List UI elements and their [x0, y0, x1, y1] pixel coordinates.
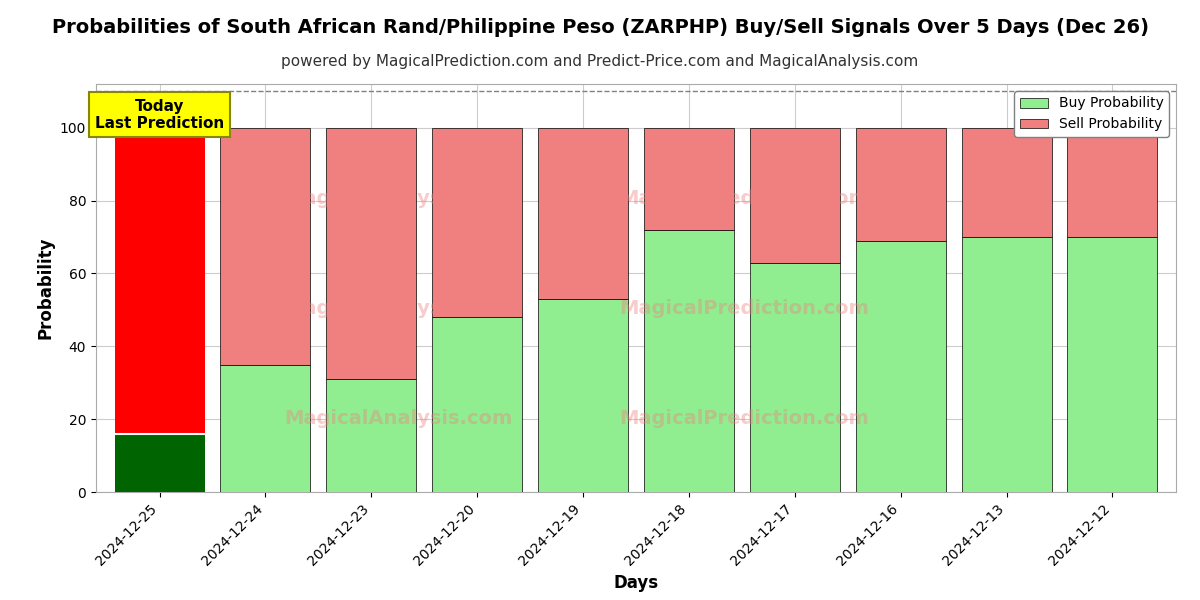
Bar: [750, 263, 840, 492]
Bar: [326, 379, 416, 492]
Bar: [856, 241, 946, 492]
Bar: [432, 128, 522, 317]
Text: MagicalAnalysis.com: MagicalAnalysis.com: [284, 189, 512, 208]
Text: MagicalAnalysis.com: MagicalAnalysis.com: [284, 409, 512, 428]
Bar: [114, 434, 204, 492]
X-axis label: Days: Days: [613, 574, 659, 592]
Text: MagicalPrediction.com: MagicalPrediction.com: [619, 299, 869, 318]
Bar: [856, 128, 946, 241]
Bar: [221, 128, 311, 364]
Bar: [114, 128, 204, 434]
Text: MagicalAnalysis.com: MagicalAnalysis.com: [284, 299, 512, 318]
Bar: [538, 128, 628, 299]
Bar: [538, 299, 628, 492]
Legend: Buy Probability, Sell Probability: Buy Probability, Sell Probability: [1014, 91, 1169, 137]
Text: MagicalPrediction.com: MagicalPrediction.com: [619, 189, 869, 208]
Bar: [221, 364, 311, 492]
Bar: [326, 128, 416, 379]
Text: Probabilities of South African Rand/Philippine Peso (ZARPHP) Buy/Sell Signals Ov: Probabilities of South African Rand/Phil…: [52, 18, 1148, 37]
Text: powered by MagicalPrediction.com and Predict-Price.com and MagicalAnalysis.com: powered by MagicalPrediction.com and Pre…: [281, 54, 919, 69]
Bar: [750, 128, 840, 263]
Bar: [1068, 237, 1158, 492]
Bar: [644, 128, 734, 230]
Bar: [432, 317, 522, 492]
Bar: [644, 230, 734, 492]
Y-axis label: Probability: Probability: [36, 237, 54, 339]
Bar: [961, 128, 1051, 237]
Text: Today
Last Prediction: Today Last Prediction: [95, 98, 224, 131]
Text: MagicalPrediction.com: MagicalPrediction.com: [619, 409, 869, 428]
Bar: [1068, 128, 1158, 237]
Bar: [961, 237, 1051, 492]
